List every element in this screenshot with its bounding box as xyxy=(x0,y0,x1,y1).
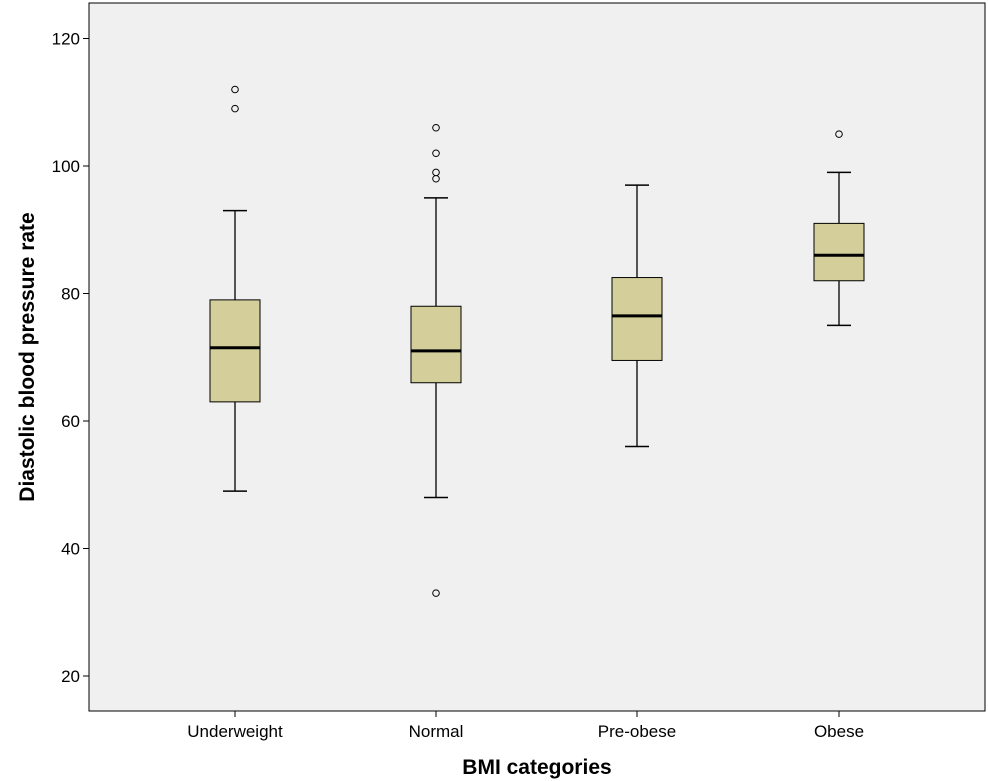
outlier-point xyxy=(432,589,440,597)
box-underweight xyxy=(209,85,261,492)
x-axis-title: BMI categories xyxy=(462,756,611,779)
y-tick-label: 100 xyxy=(52,157,80,176)
y-axis-title: Diastolic blood pressure rate xyxy=(16,212,39,501)
boxes-group xyxy=(209,85,865,597)
x-tick-label: Normal xyxy=(409,722,464,741)
outlier-point xyxy=(432,168,440,177)
iqr-box xyxy=(813,222,865,282)
outlier-point xyxy=(231,104,239,113)
x-tick-label: Pre-obese xyxy=(598,722,676,741)
y-tick-label: 40 xyxy=(61,540,80,559)
y-tick-label: 120 xyxy=(52,30,80,49)
y-tick-label: 20 xyxy=(61,667,80,686)
box-normal xyxy=(410,123,462,597)
box-obese xyxy=(813,130,865,327)
x-tick-label: Obese xyxy=(814,722,864,741)
outlier-point xyxy=(432,123,440,132)
outlier-point xyxy=(835,130,843,138)
iqr-box xyxy=(209,299,261,403)
box-pre-obese xyxy=(611,184,663,448)
x-axis: Underweight Normal Pre-obese Obese xyxy=(187,711,864,741)
x-tick-label: Underweight xyxy=(187,722,283,741)
outlier-point xyxy=(432,174,440,183)
y-tick-label: 60 xyxy=(61,412,80,431)
outlier-point xyxy=(432,149,440,158)
y-tick-label: 80 xyxy=(61,285,80,304)
iqr-box xyxy=(611,277,663,361)
y-axis: 20 40 60 80 100 120 xyxy=(52,30,89,686)
iqr-box xyxy=(410,305,462,384)
outlier-point xyxy=(231,85,239,94)
